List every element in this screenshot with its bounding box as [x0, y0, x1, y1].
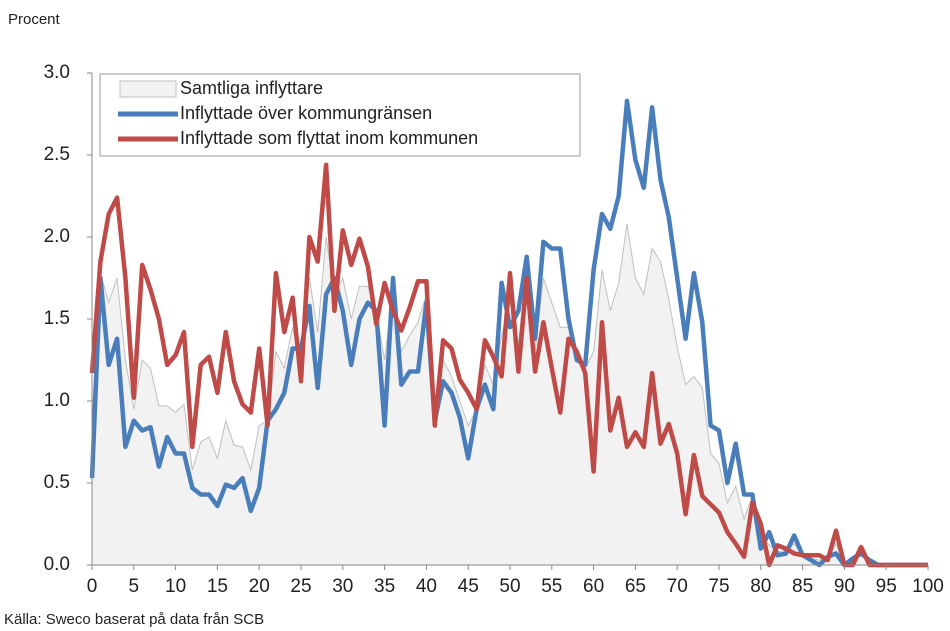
legend-swatch: [119, 80, 177, 98]
x-tick-label: 15: [207, 576, 228, 597]
x-tick-label: 55: [541, 576, 562, 597]
y-axis-label: Procent: [8, 11, 61, 28]
y-tick-label: 1.5: [44, 308, 70, 329]
x-tick-label: 90: [834, 576, 855, 597]
x-tick-label: 60: [583, 576, 604, 597]
x-tick-label: 10: [165, 576, 186, 597]
y-tick-label: 2.0: [44, 226, 70, 247]
legend-label: Inflyttade över kommungränsen: [180, 103, 432, 123]
y-tick-label: 3.0: [44, 62, 70, 83]
x-tick-label: 30: [332, 576, 353, 597]
x-tick-label: 95: [876, 576, 897, 597]
x-tick-label: 45: [458, 576, 479, 597]
x-tick-label: 50: [499, 576, 520, 597]
x-tick-label: 75: [708, 576, 729, 597]
y-tick-label: 0.5: [44, 472, 70, 493]
x-tick-label: 80: [750, 576, 771, 597]
line: [89, 162, 928, 568]
x-tick-label: 85: [792, 576, 813, 597]
x-tick-label: 40: [416, 576, 437, 597]
x-tick-label: 70: [667, 576, 688, 597]
y-tick-label: 0.0: [44, 554, 70, 575]
x-tick-label: 25: [290, 576, 311, 597]
x-tick-label: 65: [625, 576, 646, 597]
source-note: Källa: Sweco baserat på data från SCB: [4, 611, 264, 628]
x-tick-label: 20: [249, 576, 270, 597]
x-tick-label: 5: [129, 576, 140, 597]
legend-box: [99, 73, 581, 157]
legend-label: Inflyttade som flyttat inom kommunen: [180, 128, 478, 148]
line: [89, 98, 928, 568]
legend-label: Samtliga inflyttare: [180, 78, 323, 98]
x-tick-label: 0: [87, 576, 98, 597]
y-tick-label: 2.5: [44, 144, 70, 165]
y-tick-label: 1.0: [44, 390, 70, 411]
x-tick-label: 35: [374, 576, 395, 597]
x-tick-label: 100: [912, 576, 944, 597]
